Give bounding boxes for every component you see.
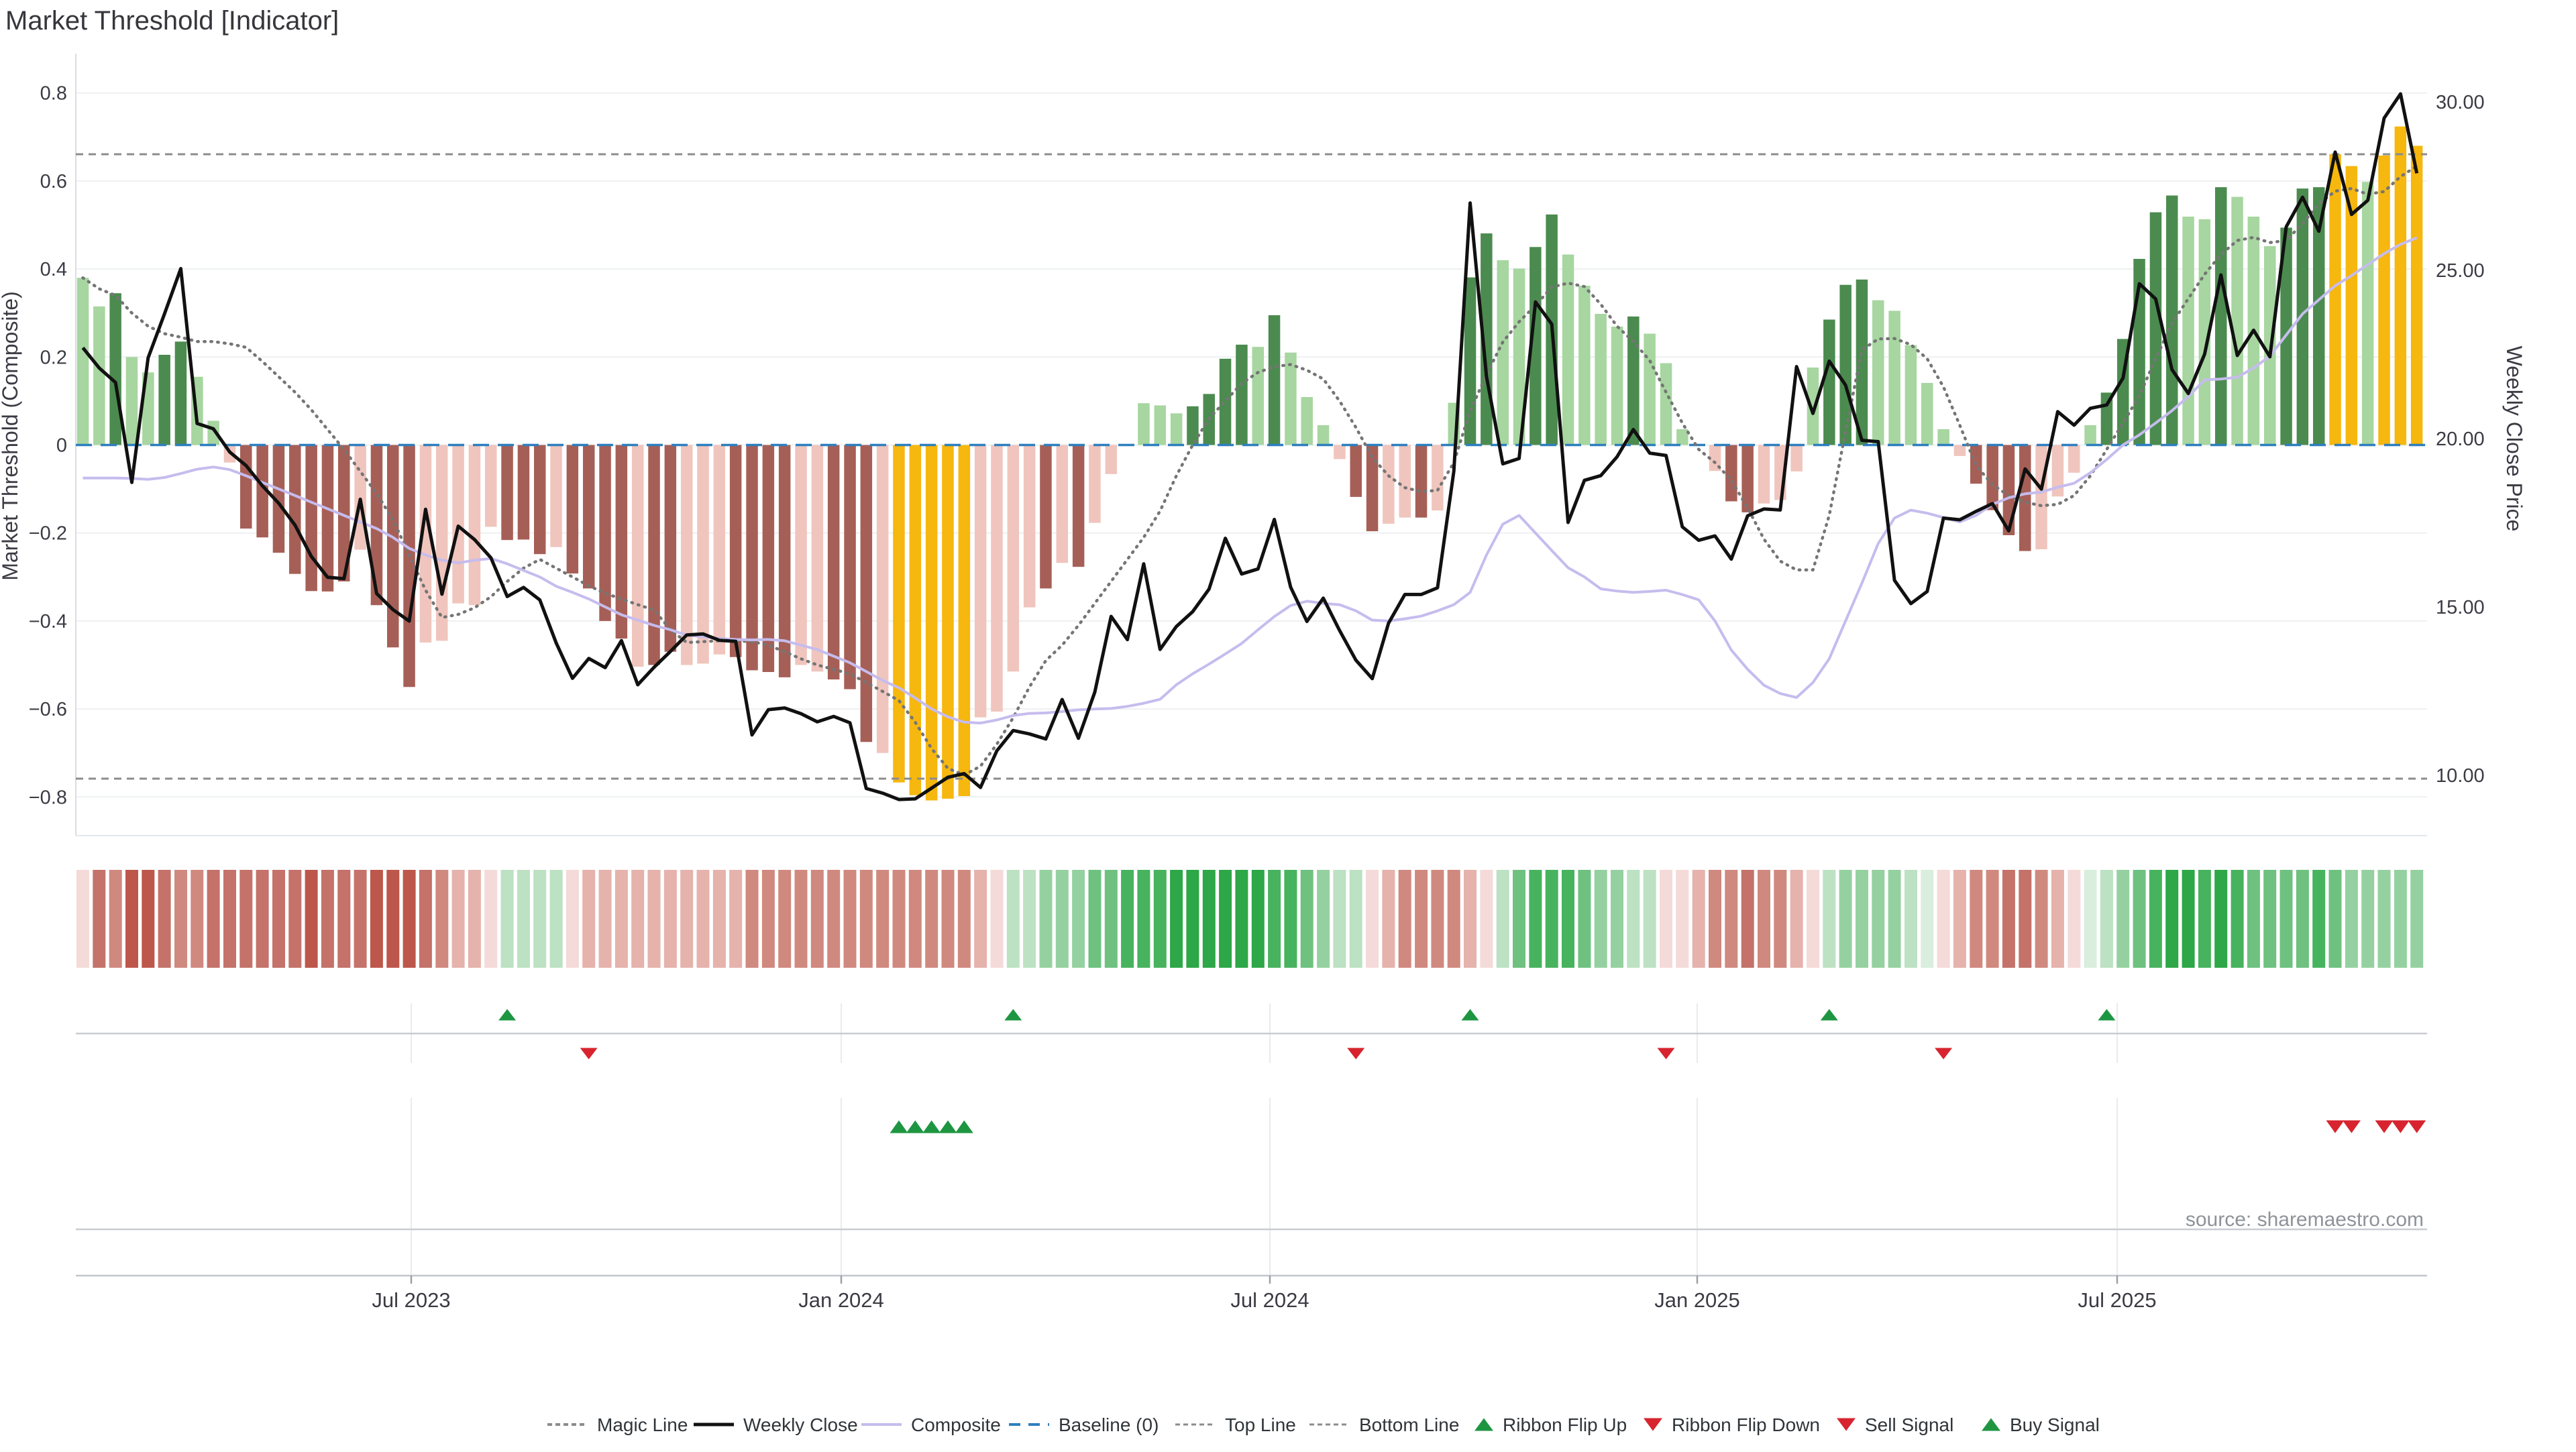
svg-text:Sell Signal: Sell Signal bbox=[1865, 1414, 1953, 1435]
svg-text:Baseline (0): Baseline (0) bbox=[1059, 1414, 1159, 1435]
svg-text:Jan 2024: Jan 2024 bbox=[798, 1288, 884, 1312]
svg-text:25.00: 25.00 bbox=[2436, 260, 2485, 282]
svg-text:0.4: 0.4 bbox=[40, 259, 67, 280]
svg-text:Bottom Line: Bottom Line bbox=[1359, 1414, 1459, 1435]
svg-text:Jul 2025: Jul 2025 bbox=[2078, 1288, 2156, 1312]
svg-text:Buy Signal: Buy Signal bbox=[2010, 1414, 2100, 1435]
svg-text:Magic Line: Magic Line bbox=[597, 1414, 688, 1435]
svg-text:0: 0 bbox=[56, 435, 67, 457]
svg-text:Jul 2024: Jul 2024 bbox=[1230, 1288, 1309, 1312]
svg-text:Ribbon Flip Down: Ribbon Flip Down bbox=[1672, 1414, 1820, 1435]
svg-text:−0.4: −0.4 bbox=[29, 611, 67, 632]
svg-text:Weekly Close Price: Weekly Close Price bbox=[2502, 346, 2526, 532]
svg-text:Top Line: Top Line bbox=[1225, 1414, 1296, 1435]
svg-text:source: sharemaestro.com: source: sharemaestro.com bbox=[2186, 1209, 2424, 1231]
svg-text:Market Threshold [Indicator]: Market Threshold [Indicator] bbox=[5, 6, 339, 36]
svg-text:30.00: 30.00 bbox=[2436, 92, 2485, 113]
svg-text:20.00: 20.00 bbox=[2436, 429, 2485, 450]
svg-text:−0.2: −0.2 bbox=[29, 523, 67, 545]
svg-text:15.00: 15.00 bbox=[2436, 597, 2485, 618]
svg-text:Weekly Close: Weekly Close bbox=[743, 1414, 858, 1435]
svg-text:0.6: 0.6 bbox=[40, 171, 67, 192]
svg-text:0.8: 0.8 bbox=[40, 83, 67, 105]
svg-text:0.2: 0.2 bbox=[40, 347, 67, 368]
svg-text:Jul 2023: Jul 2023 bbox=[372, 1288, 450, 1312]
svg-text:Jan 2025: Jan 2025 bbox=[1654, 1288, 1740, 1312]
svg-text:−0.8: −0.8 bbox=[29, 787, 67, 808]
svg-text:Composite: Composite bbox=[911, 1414, 1001, 1435]
svg-text:Market Threshold (Composite): Market Threshold (Composite) bbox=[0, 291, 22, 581]
svg-text:Ribbon Flip Up: Ribbon Flip Up bbox=[1503, 1414, 1627, 1435]
svg-text:10.00: 10.00 bbox=[2436, 765, 2485, 787]
svg-text:−0.6: −0.6 bbox=[29, 699, 67, 720]
